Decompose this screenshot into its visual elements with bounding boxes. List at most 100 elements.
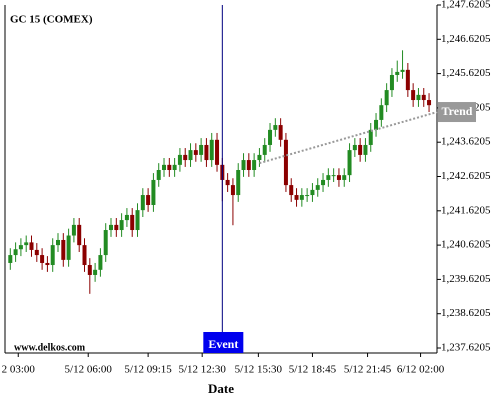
y-tick-label: 1,247.6205 — [441, 0, 491, 11]
candle-body — [140, 195, 145, 211]
candle-body — [98, 255, 103, 270]
candle-body — [342, 175, 347, 180]
x-tick-label: 6/12 02:00 — [397, 364, 445, 376]
candle-body — [246, 160, 251, 171]
event-label-box — [203, 332, 244, 353]
y-tick-label: 1,243.6205 — [441, 136, 491, 148]
candle-body — [336, 175, 341, 180]
trend-label: Trend — [442, 104, 473, 118]
candle-body — [82, 245, 87, 266]
x-tick-label: 5/12 18:45 — [289, 364, 337, 376]
candle-body — [156, 170, 161, 180]
trend-label-box — [438, 102, 476, 123]
candle-body — [204, 144, 209, 161]
event-label: Event — [208, 337, 238, 351]
y-tick-label: 1,238.6205 — [441, 307, 491, 319]
candle-body — [389, 74, 394, 91]
candle-body — [71, 224, 76, 236]
candle-body — [400, 69, 405, 72]
y-tick-label: 1,239.6205 — [441, 273, 491, 285]
candle-body — [321, 179, 326, 186]
candle-body — [177, 154, 182, 165]
candle-body — [50, 245, 55, 266]
candle-body — [421, 94, 426, 101]
candle-body — [167, 164, 172, 171]
candle-body — [162, 164, 167, 171]
candle-body — [199, 144, 204, 155]
trend-line — [259, 111, 438, 165]
candle-body — [103, 230, 108, 256]
x-tick-label: 5/12 09:15 — [124, 364, 172, 376]
candle-body — [135, 210, 140, 231]
candle-body — [289, 185, 294, 196]
x-tick-label: 5/12 21:45 — [344, 364, 392, 376]
candle-body — [109, 224, 114, 231]
y-tick-label: 1,242.6205 — [441, 170, 491, 182]
candle-body — [87, 265, 92, 275]
candle-body — [56, 239, 61, 246]
candle-body — [315, 185, 320, 190]
candle-body — [13, 249, 18, 256]
x-tick-label: 2 03:00 — [2, 364, 36, 376]
watermark: www.delkos.com — [14, 342, 86, 353]
candle-body — [193, 150, 198, 155]
y-tick-label: 1,246.6205 — [441, 33, 491, 45]
candle-body — [236, 170, 241, 196]
candle-body — [230, 185, 235, 196]
candle-body — [8, 255, 13, 263]
candle-body — [273, 125, 278, 130]
candle-body — [40, 255, 45, 263]
candle-body — [188, 150, 193, 161]
candle-body — [294, 195, 299, 200]
x-axis-label: Date — [208, 381, 234, 396]
candle-body — [130, 214, 135, 231]
candle-body — [363, 144, 368, 155]
candle-body — [119, 220, 124, 231]
candle-body — [405, 69, 410, 91]
candle-body — [241, 160, 246, 171]
chart-title: GC 15 (COMEX) — [10, 14, 93, 26]
candle-body — [124, 214, 129, 221]
candle-body — [34, 249, 39, 256]
candle-body — [252, 160, 257, 171]
candle-body — [146, 195, 151, 205]
candle-body — [395, 71, 400, 75]
candle-body — [18, 245, 23, 250]
candle-body — [262, 144, 267, 155]
candle-body — [384, 90, 389, 106]
candle-body — [411, 90, 416, 101]
candle-body — [45, 262, 50, 266]
candle-body — [268, 129, 273, 145]
candle-body — [93, 269, 98, 275]
x-tick-label: 5/12 12:30 — [178, 364, 226, 376]
candle-body — [283, 139, 288, 186]
candle-body — [215, 139, 220, 165]
candle-body — [225, 179, 230, 186]
candle-body — [24, 242, 29, 246]
y-tick-label: 1,237.6205 — [441, 342, 491, 354]
candle-body — [326, 175, 331, 180]
x-tick-label: 5/12 15:30 — [235, 364, 283, 376]
x-tick-label: 5/12 06:00 — [65, 364, 113, 376]
candle-body — [209, 139, 214, 161]
candle-body — [310, 189, 315, 196]
candle-body — [183, 154, 188, 161]
candle-body — [358, 144, 363, 155]
candle-body — [347, 150, 352, 176]
candle-body — [114, 224, 119, 231]
candle-body — [151, 179, 156, 205]
candle-body — [299, 195, 304, 200]
candle-body — [61, 239, 66, 260]
candle-body — [331, 175, 336, 177]
candle-body — [427, 100, 432, 106]
y-tick-label: 1,241.6205 — [441, 204, 491, 216]
candle-body — [416, 94, 421, 101]
candle-body — [379, 105, 384, 120]
candle-body — [66, 235, 71, 260]
candle-body — [77, 224, 82, 246]
candle-body — [368, 129, 373, 145]
candle-body — [305, 195, 310, 197]
candle-body — [374, 119, 379, 130]
